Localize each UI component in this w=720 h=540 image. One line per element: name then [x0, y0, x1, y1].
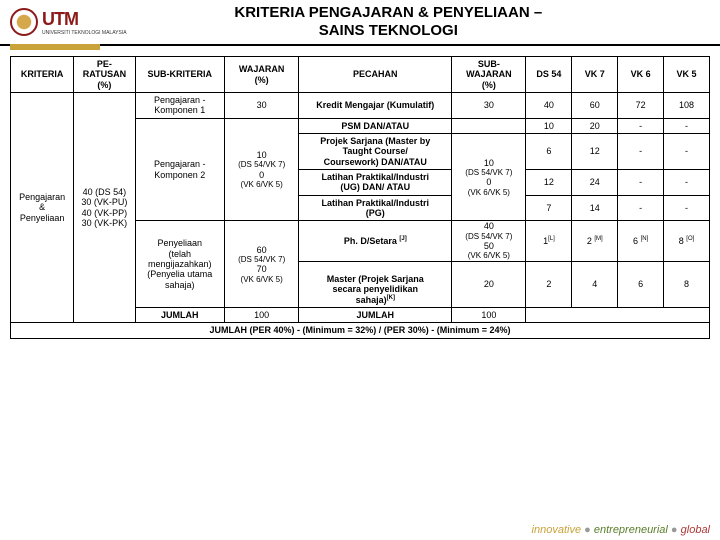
cell: 20: [572, 118, 618, 133]
cell: -: [664, 134, 710, 170]
cell-pec3: Projek Sarjana (Master by Taught Course/…: [299, 134, 452, 170]
cell: 7: [526, 195, 572, 221]
tagline: innovative ● entrepreneurial ● global: [532, 524, 710, 536]
cell-komp1: Pengajaran - Komponen 1: [135, 93, 225, 119]
cell-sw8: 100: [452, 307, 526, 322]
tagline-word-2: entrepreneurial: [594, 524, 668, 536]
tagline-word-3: global: [681, 524, 710, 536]
cell-sw2: [452, 118, 526, 133]
page-title: KRITERIA PENGAJARAN & PENYELIAAN – SAINS…: [127, 4, 710, 40]
cell-pec8: JUMLAH: [299, 307, 452, 322]
cell: -: [618, 170, 664, 196]
cell: 6 [N]: [618, 221, 664, 261]
cell-waj4: 100: [225, 307, 299, 322]
cell-sw6: 40 (DS 54/VK 7) 50 (VK 6/VK 5): [452, 221, 526, 261]
header-accent-bar: [10, 44, 100, 50]
cell: 2: [526, 261, 572, 307]
cell: -: [618, 134, 664, 170]
col-vk5: VK 5: [664, 57, 710, 93]
cell: 24: [572, 170, 618, 196]
col-subkriteria: SUB-KRITERIA: [135, 57, 225, 93]
cell: 4: [572, 261, 618, 307]
bullet-icon: ●: [584, 524, 591, 536]
table-row: Pengajaran & Penyeliaan 40 (DS 54) 30 (V…: [11, 93, 710, 119]
cell: -: [664, 195, 710, 221]
cell-peratusan: 40 (DS 54) 30 (VK-PU) 40 (VK-PP) 30 (VK-…: [74, 93, 135, 323]
table-header-row: KRITERIA PE- RATUSAN (%) SUB-KRITERIA WA…: [11, 57, 710, 93]
cell: -: [664, 118, 710, 133]
cell: -: [664, 170, 710, 196]
col-peratusan: PE- RATUSAN (%): [74, 57, 135, 93]
cell-sw1: 30: [452, 93, 526, 119]
logo-text: UTM: [42, 9, 127, 30]
peratusan-4: 30 (VK-PK): [74, 218, 134, 228]
cell: 6: [526, 134, 572, 170]
col-subwajaran: SUB- WAJARAN (%): [452, 57, 526, 93]
cell: 12: [572, 134, 618, 170]
cell-waj2: 10 (DS 54/VK 7) 0 (VK 6/VK 5): [225, 118, 299, 221]
cell: 2 [M]: [572, 221, 618, 261]
col-pecahan: PECAHAN: [299, 57, 452, 93]
cell-pec7: Master (Projek Sarjana secara penyelidik…: [299, 261, 452, 307]
cell: 108: [664, 93, 710, 119]
criteria-table: KRITERIA PE- RATUSAN (%) SUB-KRITERIA WA…: [10, 56, 710, 339]
cell-pec5: Latihan Praktikal/Industri (PG): [299, 195, 452, 221]
cell-penyeliaan: Penyeliaan (telah mengijazahkan) (Penyel…: [135, 221, 225, 307]
cell: -: [618, 118, 664, 133]
cell-waj1: 30: [225, 93, 299, 119]
peratusan-3: 40 (VK-PP): [74, 208, 134, 218]
cell-waj3: 60 (DS 54/VK 7) 70 (VK 6/VK 5): [225, 221, 299, 307]
logo: UTM UNIVERSITI TEKNOLOGI MALAYSIA: [10, 8, 127, 36]
cell-pec2: PSM DAN/ATAU: [299, 118, 452, 133]
col-wajaran: WAJARAN (%): [225, 57, 299, 93]
table-footer-row: JUMLAH (PER 40%) - (Minimum = 32%) / (PE…: [11, 323, 710, 338]
cell-kriteria: Pengajaran & Penyeliaan: [11, 93, 74, 323]
col-ds54: DS 54: [526, 57, 572, 93]
cell-sw3: 10 (DS 54/VK 7) 0 (VK 6/VK 5): [452, 134, 526, 221]
tagline-word-1: innovative: [532, 524, 582, 536]
footer-text: JUMLAH (PER 40%) - (Minimum = 32%) / (PE…: [11, 323, 710, 338]
cell: 14: [572, 195, 618, 221]
col-vk6: VK 6: [618, 57, 664, 93]
cell-pec6: Ph. D/Setara [J]: [299, 221, 452, 261]
cell: 72: [618, 93, 664, 119]
cell: 6: [618, 261, 664, 307]
cell: 12: [526, 170, 572, 196]
cell: 8 [O]: [664, 221, 710, 261]
bullet-icon: ●: [671, 524, 678, 536]
peratusan-2: 30 (VK-PU): [74, 197, 134, 207]
peratusan-1: 40 (DS 54): [74, 187, 134, 197]
logo-subtext: UNIVERSITI TEKNOLOGI MALAYSIA: [42, 30, 127, 36]
page-header: UTM UNIVERSITI TEKNOLOGI MALAYSIA KRITER…: [0, 0, 720, 46]
cell-komp2: Pengajaran - Komponen 2: [135, 118, 225, 221]
cell-pec4: Latihan Praktikal/Industri (UG) DAN/ ATA…: [299, 170, 452, 196]
cell-sw7: 20: [452, 261, 526, 307]
cell: 1[L]: [526, 221, 572, 261]
cell-pec1: Kredit Mengajar (Kumulatif): [299, 93, 452, 119]
cell: 40: [526, 93, 572, 119]
cell-empty: [526, 307, 710, 322]
cell: 60: [572, 93, 618, 119]
cell: 10: [526, 118, 572, 133]
cell-jumlah: JUMLAH: [135, 307, 225, 322]
col-vk7: VK 7: [572, 57, 618, 93]
cell: 8: [664, 261, 710, 307]
cell: -: [618, 195, 664, 221]
col-kriteria: KRITERIA: [11, 57, 74, 93]
logo-badge-icon: [10, 8, 38, 36]
